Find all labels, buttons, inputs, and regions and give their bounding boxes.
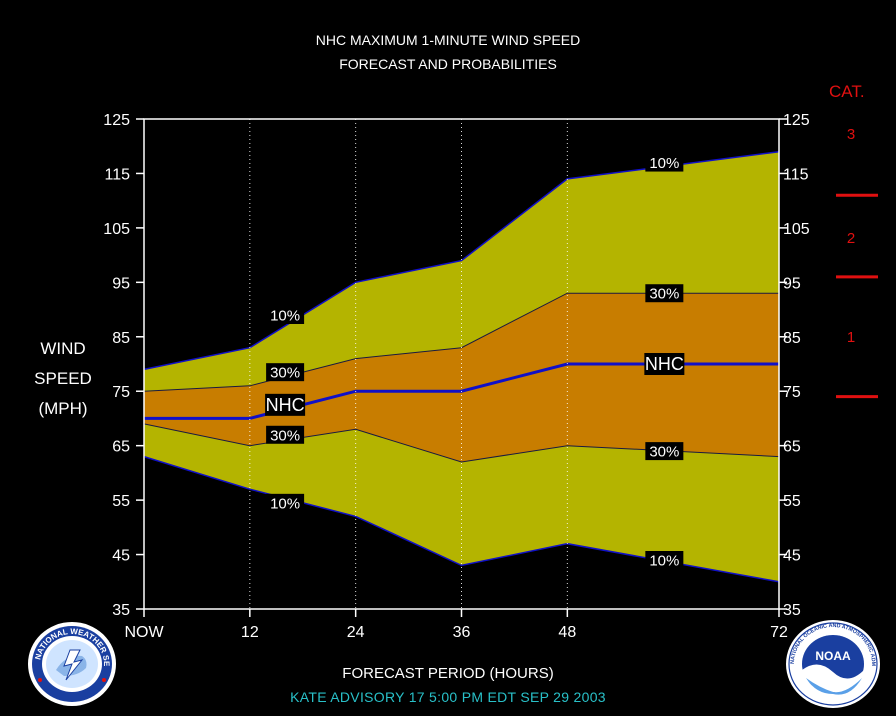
annotation-bg-8	[645, 442, 684, 461]
annotation-text-7: NHC	[645, 354, 684, 374]
series-line-lower-30	[143, 423, 780, 463]
annotation-label-6: 30%	[645, 284, 684, 303]
annotation-bg-9	[645, 551, 684, 569]
x-tick-label-12: 12	[241, 624, 259, 641]
y-tick-label-left-115: 115	[104, 166, 130, 183]
inner-probability-band	[144, 293, 779, 462]
ylabel-line-3: (MPH)	[38, 399, 88, 418]
category-3-label: 3	[846, 126, 856, 143]
y-tick-label-left-105: 105	[103, 221, 130, 238]
y-tick-label-left-125: 125	[103, 112, 130, 129]
chart-title-line2: FORECAST AND PROBABILITIES	[339, 56, 557, 72]
annotation-label-4: 10%	[266, 493, 305, 512]
annotation-bg-7	[644, 353, 685, 375]
x-tick-label-48: 48	[558, 624, 576, 641]
annotation-bg-3	[266, 425, 305, 444]
x-tick-label-72: 72	[770, 624, 788, 641]
annotation-bg-5	[645, 153, 684, 172]
y-tick-label-left-45: 45	[112, 548, 130, 565]
noaa-center-text: NOAA	[815, 649, 851, 663]
y-tick-label-right-125: 125	[783, 112, 810, 129]
annotation-bg-4	[266, 493, 305, 512]
y-tick-label-left-65: 65	[112, 439, 130, 456]
y-tick-label-left-95: 95	[112, 275, 130, 292]
annotation-label-3: 30%	[266, 425, 305, 444]
annotation-text-2: NHC	[266, 395, 305, 415]
annotation-label-5: 10%	[645, 153, 684, 172]
annotation-text-8: 30%	[649, 444, 679, 461]
series-line-lower-10	[143, 455, 780, 583]
y-tick-label-left-75: 75	[112, 384, 130, 401]
category-1-label: 1	[846, 329, 856, 346]
y-tick-label-right-115: 115	[783, 166, 809, 183]
series-line-nhc	[144, 362, 779, 420]
x-tick-label-24: 24	[347, 624, 365, 641]
noaa-logo: NOAA NATIONAL OCEANIC AND ATMOSPHERIC AD…	[784, 618, 880, 708]
y-tick-label-right-95: 95	[783, 275, 801, 292]
annotation-text-5: 10%	[649, 155, 679, 172]
y-tick-label-left-85: 85	[112, 330, 130, 347]
annotation-text-6: 30%	[649, 286, 679, 303]
annotation-bg-2	[265, 393, 306, 416]
x-tick-label-36: 36	[453, 624, 471, 641]
y-tick-label-right-45: 45	[783, 548, 801, 565]
x-axis-title: FORECAST PERIOD (HOURS)	[342, 665, 554, 682]
annotation-label-8: 30%	[645, 442, 684, 461]
annotation-text-4: 10%	[270, 495, 300, 512]
annotation-bg-6	[645, 284, 684, 303]
annotation-text-3: 30%	[270, 427, 300, 444]
y-tick-label-left-55: 55	[112, 493, 130, 510]
annotation-text-0: 10%	[270, 308, 300, 325]
annotation-label-2: NHC	[265, 393, 306, 416]
annotation-label-0: 10%	[266, 306, 305, 325]
y-tick-label-right-85: 85	[783, 330, 801, 347]
annotation-text-9: 10%	[649, 553, 679, 570]
category-2-label: 2	[846, 230, 856, 247]
advisory-text: KATE ADVISORY 17 5:00 PM EDT SEP 29 2003	[290, 689, 606, 705]
annotation-bg-1	[266, 363, 305, 382]
nws-logo: NATIONAL WEATHER SERVICE	[26, 620, 116, 706]
series-line-upper-10	[143, 150, 780, 371]
annotation-label-9: 10%	[645, 551, 684, 570]
x-tick-label-0: NOW	[124, 624, 164, 641]
y-tick-label-right-75: 75	[783, 384, 801, 401]
annotation-bg-0	[266, 306, 305, 324]
chart-title-line1: NHC MAXIMUM 1-MINUTE WIND SPEED	[315, 32, 581, 48]
annotation-text-1: 30%	[270, 365, 300, 382]
y-tick-label-left-35: 35	[112, 602, 130, 619]
annotation-label-1: 30%	[266, 363, 305, 382]
y-tick-label-right-35: 35	[783, 602, 801, 619]
category-title: CAT.	[829, 82, 865, 101]
ylabel-line-1: WIND	[40, 339, 86, 358]
y-tick-label-right-105: 105	[783, 221, 810, 238]
series-line-upper-30	[143, 292, 779, 392]
y-tick-label-right-65: 65	[783, 439, 801, 456]
ylabel-line-2: SPEED	[34, 369, 92, 388]
annotation-label-7: NHC	[644, 353, 685, 375]
y-tick-label-right-55: 55	[783, 493, 801, 510]
